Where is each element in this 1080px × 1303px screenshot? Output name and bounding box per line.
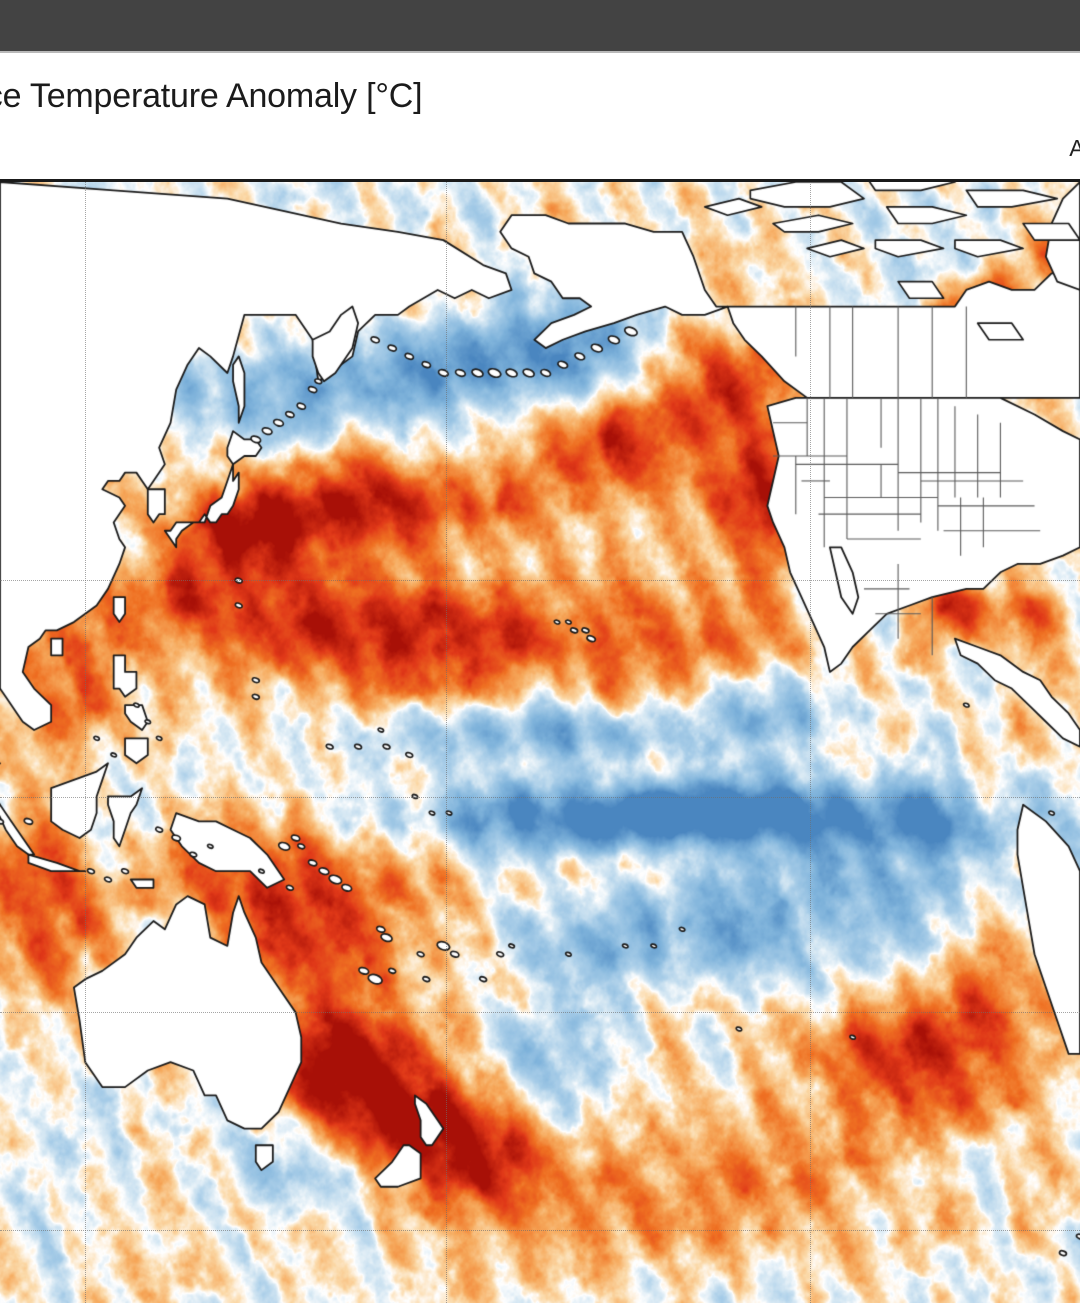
figure-credit: Alex	[1069, 135, 1080, 162]
page-title: urface Temperature Anomaly [°C]	[0, 77, 423, 115]
window-chrome-bar	[0, 0, 1080, 53]
figure-caption-block: urface Temperature Anomaly [°C] Alex	[0, 55, 1080, 182]
sst-anomaly-map[interactable]	[0, 182, 1080, 1303]
sst-anomaly-heatmap-canvas[interactable]	[0, 182, 1080, 1303]
